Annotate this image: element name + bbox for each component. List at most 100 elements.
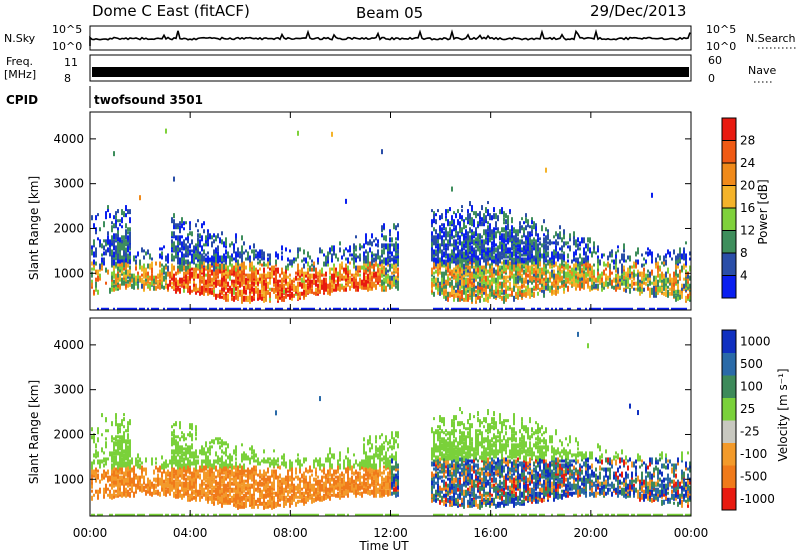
echo-cell bbox=[453, 275, 455, 280]
echo-cell bbox=[259, 293, 261, 300]
echo-cell bbox=[339, 241, 341, 246]
echo-cell bbox=[637, 307, 639, 310]
echo-cell bbox=[483, 267, 485, 271]
echo-cell bbox=[527, 273, 529, 278]
echo-cell bbox=[155, 477, 157, 483]
echo-cell bbox=[269, 295, 271, 301]
echo-cell bbox=[117, 257, 119, 263]
echo-cell bbox=[201, 223, 203, 229]
echo-cell bbox=[323, 277, 325, 283]
echo-cell bbox=[175, 475, 177, 480]
echo-cell bbox=[631, 265, 633, 269]
echo-cell bbox=[193, 245, 195, 251]
echo-cell bbox=[157, 489, 159, 496]
echo-cell bbox=[259, 289, 261, 294]
velocity-scatter bbox=[91, 331, 691, 516]
echo-cell bbox=[529, 225, 531, 229]
echo-cell bbox=[117, 307, 119, 310]
echo-cell bbox=[259, 267, 261, 271]
echo-cell bbox=[197, 243, 199, 250]
echo-cell bbox=[521, 247, 523, 251]
echo-cell bbox=[547, 245, 549, 251]
echo-cell bbox=[189, 263, 191, 269]
echo-cell bbox=[373, 307, 375, 310]
echo-cell bbox=[355, 245, 357, 252]
echo-cell bbox=[115, 285, 117, 291]
echo-cell bbox=[687, 281, 689, 287]
echo-cell bbox=[103, 307, 105, 310]
echo-cell bbox=[371, 253, 373, 258]
echo-cell bbox=[177, 441, 179, 446]
echo-cell bbox=[523, 263, 525, 267]
echo-cell bbox=[105, 457, 107, 464]
echo-cell bbox=[235, 291, 237, 296]
echo-cell bbox=[609, 269, 611, 276]
echo-cell bbox=[657, 285, 659, 292]
echo-cell bbox=[479, 269, 481, 275]
echo-cell bbox=[177, 469, 179, 476]
echo-cell bbox=[185, 469, 187, 476]
echo-cell bbox=[125, 265, 127, 270]
echo-cell bbox=[479, 245, 481, 249]
echo-cell bbox=[205, 273, 207, 277]
echo-cell bbox=[685, 281, 687, 287]
echo-cell bbox=[387, 263, 389, 267]
echo-cell bbox=[573, 239, 575, 246]
echo-cell bbox=[583, 259, 585, 264]
echo-cell bbox=[177, 447, 179, 452]
echo-cell bbox=[677, 283, 679, 288]
echo-cell bbox=[203, 249, 205, 254]
echo-cell bbox=[119, 237, 121, 242]
echo-cell bbox=[501, 209, 503, 215]
echo-cell bbox=[585, 307, 587, 310]
echo-cell bbox=[189, 243, 191, 249]
echo-cell bbox=[515, 277, 517, 284]
echo-cell bbox=[459, 249, 461, 254]
echo-cell bbox=[449, 221, 451, 227]
echo-cell bbox=[101, 257, 103, 263]
echo-cell bbox=[669, 275, 671, 280]
echo-cell bbox=[219, 255, 221, 261]
echo-cell bbox=[241, 295, 243, 302]
echo-cell bbox=[133, 281, 135, 288]
echo-cell bbox=[239, 307, 241, 310]
echo-cell bbox=[489, 267, 491, 273]
echo-cell bbox=[117, 263, 119, 267]
echo-cell bbox=[563, 241, 565, 247]
echo-cell bbox=[191, 231, 193, 237]
echo-cell bbox=[573, 267, 575, 271]
echo-cell bbox=[505, 271, 507, 275]
echo-cell bbox=[571, 267, 573, 272]
echo-cell bbox=[123, 471, 125, 476]
echo-cell bbox=[183, 227, 185, 231]
echo-cell bbox=[297, 291, 299, 296]
echo-cell bbox=[95, 261, 97, 266]
echo-cell bbox=[473, 267, 475, 271]
echo-cell bbox=[505, 249, 507, 254]
echo-cell bbox=[249, 287, 251, 292]
echo-cell bbox=[367, 285, 369, 292]
echo-cell bbox=[133, 307, 135, 310]
echo-cell bbox=[93, 469, 95, 476]
echo-cell bbox=[129, 443, 131, 448]
echo-cell bbox=[459, 295, 461, 302]
echo-cell bbox=[611, 259, 613, 263]
echo-cell bbox=[195, 243, 197, 247]
echo-cell bbox=[497, 227, 499, 231]
echo-cell bbox=[127, 447, 129, 454]
echo-cell bbox=[141, 513, 143, 516]
echo-cell bbox=[483, 245, 485, 250]
echo-cell bbox=[335, 253, 337, 259]
echo-cell bbox=[151, 457, 153, 464]
echo-cell bbox=[99, 263, 101, 270]
echo-cell bbox=[539, 287, 541, 292]
echo-cell bbox=[109, 489, 111, 494]
echo-cell bbox=[437, 265, 439, 269]
echo-cell bbox=[135, 489, 137, 494]
echo-cell bbox=[581, 263, 583, 267]
echo-cell bbox=[209, 273, 211, 277]
echo-cell bbox=[111, 241, 113, 246]
echo-cell bbox=[207, 287, 209, 293]
echo-cell bbox=[529, 231, 531, 238]
echo-cell bbox=[675, 269, 677, 274]
